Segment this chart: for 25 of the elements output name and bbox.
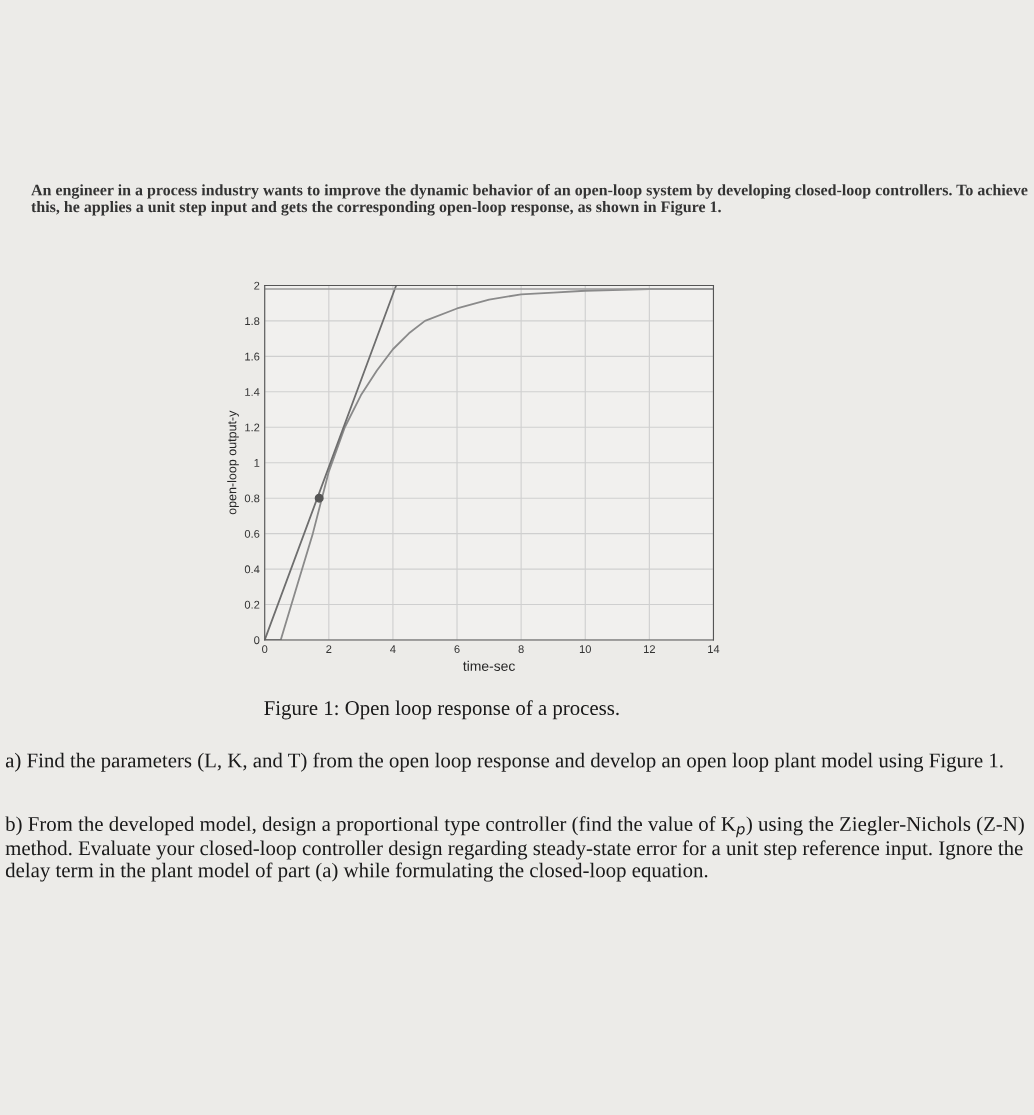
x-tick-label: 0: [262, 645, 268, 654]
y-tick-label: 0.2: [244, 600, 260, 609]
y-tick-label: 0.8: [244, 494, 260, 503]
y-tick-label: 0: [254, 636, 260, 645]
y-tick-label: 1.2: [245, 423, 260, 432]
y-tick-label: 1.8: [245, 317, 260, 326]
x-tick-label: 10: [579, 645, 591, 654]
y-axis-title: open-loop output-y: [227, 410, 239, 515]
x-tick-label: 12: [644, 645, 655, 653]
y-tick-label: 1.4: [245, 388, 260, 396]
y-tick-label: 0.4: [244, 565, 260, 574]
x-tick-label: 2: [326, 645, 332, 653]
x-tick-label: 14: [708, 645, 720, 653]
text: a) Find the parameters (L, K, and T) from the open loop response and develop an open loop plant model using Figure 1.: [5, 752, 1003, 772]
caption: Figure 1: Open loop response of a process.: [264, 700, 619, 720]
x-tick-label: 6: [454, 645, 460, 654]
chart-title: An engineer in a process industry wants to improve the dynamic behavior of an open-loop system by developing closed-loop controllers. To achieve this, he applies a unit step input and gets the corresponding open-loop response, as shown in Figure 1.: [31, 183, 1028, 216]
y-tick-label: 2: [254, 281, 260, 290]
x-tick-label: 4: [390, 645, 396, 653]
y-tick-label: 1.6: [245, 352, 260, 361]
y-tick-label: 1: [254, 459, 260, 467]
x-tick-label: 8: [518, 645, 524, 654]
text: b) From the developed model, design a proportional type controller (find the value of K$_{p}$) using the Ziegler-Nichols (Z-N) method. Evaluate your closed-loop controller design regarding steady-state error for a unit step reference input. Ignore the delay term in the plant model of part (a) while formulating the closed-loop equation.: [5, 816, 1024, 882]
y-tick-label: 0.6: [244, 529, 260, 538]
x-axis-title: time-sec: [463, 660, 515, 671]
